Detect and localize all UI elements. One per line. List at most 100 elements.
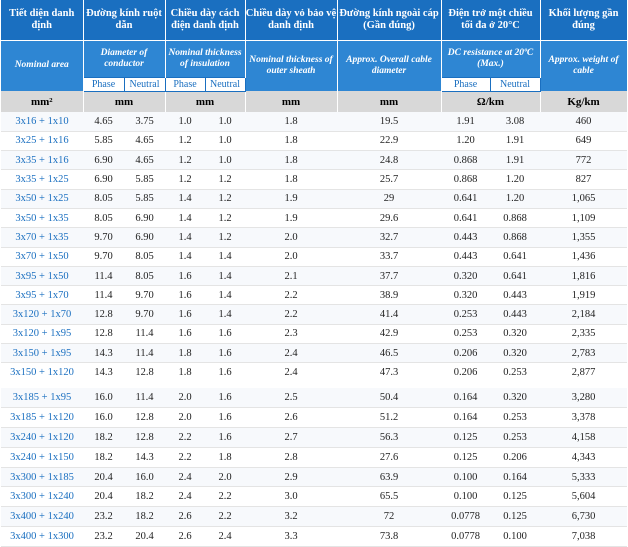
phase-resistance-cell: 0.206 [441, 362, 490, 383]
neutral-label: Neutral [123, 76, 166, 92]
weight-cell: 772 [540, 150, 628, 171]
unit-overall: mm [337, 91, 442, 112]
phase-diameter-cell: 12.8 [83, 324, 124, 345]
neutral-insulation-cell: 1.2 [205, 189, 245, 209]
overall-diameter-cell: 72 [337, 506, 441, 528]
phase-insulation-cell: 1.6 [165, 324, 205, 345]
neutral-label: Neutral [204, 76, 246, 92]
neutral-insulation-cell: 1.6 [205, 427, 245, 448]
overall-diameter-cell: 25.7 [337, 169, 441, 190]
phase-resistance-cell: 0.253 [441, 304, 490, 325]
weight-cell: 1,109 [540, 208, 628, 229]
neutral-resistance-cell: 0.100 [490, 526, 540, 547]
phase-resistance-cell: 1.91 [441, 112, 490, 132]
sheath-thickness-cell: 1.8 [245, 150, 337, 171]
neutral-resistance-cell: 1.91 [490, 131, 541, 152]
weight-cell: 7,038 [540, 526, 627, 547]
neutral-resistance-cell: 0.125 [490, 506, 540, 528]
neutral-diameter-cell: 12.8 [124, 427, 165, 448]
cable-size-cell: 3x70 + 1x35 [1, 227, 83, 248]
weight-cell: 827 [540, 169, 628, 190]
neutral-insulation-cell: 2.2 [205, 506, 245, 528]
weight-cell: 4,158 [540, 427, 627, 448]
neutral-resistance-cell: 0.320 [490, 388, 540, 409]
table-row: 3x185 + 1x95 16.0 11.4 2.0 1.6 2.5 50.4 0.164 0.… [1, 388, 627, 409]
neutral-diameter-cell: 12.8 [124, 362, 165, 383]
subheader-overall-diameter: Approx. Overall cable diameter [337, 39, 442, 91]
header-sheath-thickness: Chiều dày vỏ bảo vệ danh định [245, 0, 338, 40]
table-row: 3x95 + 1x50 11.4 8.05 1.6 1.4 2.1 37.7 0.320 0.6… [1, 266, 628, 287]
phase-diameter-cell: 18.2 [83, 427, 124, 448]
subheader-weight: Approx. weight of cable [540, 39, 628, 91]
cable-size-cell: 3x95 + 1x50 [1, 266, 83, 287]
weight-cell: 5,604 [540, 486, 627, 508]
neutral-resistance-cell: 0.253 [490, 427, 540, 448]
neutral-resistance-cell: 1.20 [490, 189, 541, 209]
phase-resistance-cell: 0.443 [441, 227, 490, 248]
sheath-thickness-cell: 2.8 [245, 447, 337, 468]
neutral-insulation-cell: 2.0 [205, 467, 245, 488]
phase-resistance-cell: 0.443 [441, 247, 490, 267]
cable-size-cell: 3x70 + 1x50 [1, 247, 83, 267]
cable-size-cell: 3x50 + 1x25 [1, 189, 83, 209]
subheader-insulation-thickness: Nominal thickness of insulation [165, 39, 246, 77]
overall-diameter-cell: 38.9 [337, 285, 441, 306]
phase-diameter-cell: 8.05 [83, 208, 124, 229]
neutral-insulation-cell: 1.0 [205, 131, 245, 152]
overall-diameter-cell: 24.8 [337, 150, 441, 171]
neutral-diameter-cell: 5.85 [124, 169, 165, 190]
cable-size-cell: 3x240 + 1x120 [1, 427, 83, 448]
phase-resistance-cell: 0.125 [441, 427, 490, 448]
neutral-resistance-cell: 0.641 [490, 266, 541, 287]
weight-cell: 1,355 [540, 227, 628, 248]
cable-size-cell: 3x16 + 1x10 [1, 112, 83, 132]
weight-cell: 1,065 [540, 189, 628, 209]
phase-resistance-cell: 0.125 [441, 447, 490, 468]
cable-size-cell: 3x120 + 1x95 [1, 324, 83, 345]
overall-diameter-cell: 50.4 [337, 388, 441, 409]
header-insulation-thickness: Chiều dày cách điện danh định [165, 0, 246, 40]
neutral-resistance-cell: 3.08 [490, 112, 541, 132]
phase-resistance-cell: 0.100 [441, 467, 490, 488]
phase-resistance-cell: 0.320 [441, 285, 490, 306]
cable-size-cell: 3x400 + 1x240 [1, 506, 83, 528]
unit-sheath: mm [245, 91, 338, 112]
overall-diameter-cell: 73.8 [337, 526, 441, 547]
subheader-sheath-thickness: Nominal thickness of outer sheath [245, 39, 338, 91]
phase-insulation-cell: 2.2 [165, 447, 205, 468]
phase-diameter-cell: 11.4 [83, 266, 124, 287]
phase-resistance-cell: 0.641 [441, 189, 490, 209]
overall-diameter-cell: 56.3 [337, 427, 441, 448]
weight-cell: 649 [540, 131, 628, 152]
phase-diameter-cell: 4.65 [83, 112, 124, 132]
spec-table-lower: 3x185 + 1x95 16.0 11.4 2.0 1.6 2.5 50.4 0.164 0.… [1, 388, 627, 547]
phase-label: Phase [440, 76, 491, 92]
phase-insulation-cell: 1.8 [165, 362, 205, 383]
phase-insulation-cell: 2.4 [165, 486, 205, 508]
weight-cell: 1,436 [540, 247, 628, 267]
neutral-diameter-cell: 18.2 [124, 506, 165, 528]
cable-size-cell: 3x150 + 1x95 [1, 343, 83, 364]
cable-size-cell: 3x35 + 1x16 [1, 150, 83, 171]
table-body-lower: 3x185 + 1x95 16.0 11.4 2.0 1.6 2.5 50.4 0.164 0.… [1, 388, 627, 547]
phase-insulation-cell: 1.6 [165, 304, 205, 325]
table-row: 3x120 + 1x70 12.8 9.70 1.6 1.4 2.2 41.4 0.253 0.… [1, 304, 628, 325]
phase-insulation-cell: 2.6 [165, 506, 205, 528]
sheath-thickness-cell: 2.3 [245, 324, 337, 345]
overall-diameter-cell: 51.2 [337, 407, 441, 429]
neutral-insulation-cell: 1.0 [205, 150, 245, 171]
phase-diameter-cell: 14.3 [83, 343, 124, 364]
table-row: 3x150 + 1x120 14.3 12.8 1.8 1.6 2.4 47.3 0.206 0… [1, 362, 628, 383]
cable-size-cell: 3x185 + 1x120 [1, 407, 83, 429]
header-dc-resistance: Điện trở một chiều tối đa ở 20°C [441, 0, 541, 40]
neutral-diameter-cell: 11.4 [124, 343, 165, 364]
sheath-thickness-cell: 2.4 [245, 362, 337, 383]
cable-size-cell: 3x150 + 1x120 [1, 362, 83, 383]
weight-cell: 2,783 [540, 343, 628, 364]
neutral-diameter-cell: 4.65 [124, 131, 165, 152]
overall-diameter-cell: 19.5 [337, 112, 441, 132]
neutral-insulation-cell: 1.2 [205, 227, 245, 248]
phase-insulation-cell: 1.6 [165, 285, 205, 306]
table-row: 3x240 + 1x150 18.2 14.3 2.2 1.8 2.8 27.6 0.125 0… [1, 447, 627, 468]
cable-size-cell: 3x35 + 1x25 [1, 169, 83, 190]
